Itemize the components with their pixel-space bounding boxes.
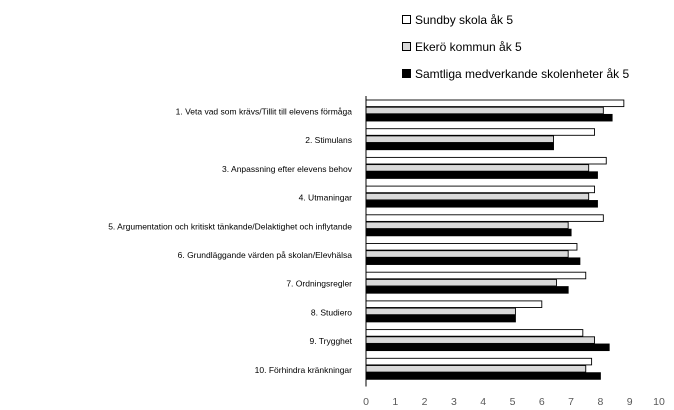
bar-s1-c3 xyxy=(365,156,607,165)
category-label: 4. Utmaningar xyxy=(299,193,353,203)
category-label: 5. Argumentation och kritiskt tänkande/D… xyxy=(108,221,352,231)
category-label: 8. Studiero xyxy=(311,307,352,317)
x-tick-label: 5 xyxy=(510,396,516,408)
bar-s2-c8 xyxy=(365,307,516,316)
legend-swatch xyxy=(402,15,411,24)
category-label: 1. Veta vad som krävs/Tillit till eleven… xyxy=(176,107,353,117)
category-label: 9. Trygghet xyxy=(309,336,352,346)
category-labels: 1. Veta vad som krävs/Tillit till eleven… xyxy=(108,107,353,375)
bar-s1-c6 xyxy=(365,243,578,251)
category-label: 6. Grundläggande värden på skolan/Elevhä… xyxy=(178,250,353,260)
bar-s2-c1 xyxy=(365,106,604,115)
category-label: 10. Förhindra kränkningar xyxy=(255,365,353,375)
bar-s3-c2 xyxy=(365,142,554,151)
bar-s2-c10 xyxy=(365,365,587,373)
x-tick-label: 6 xyxy=(539,396,545,408)
bar-s2-c2 xyxy=(365,135,554,143)
bars-group xyxy=(365,99,625,380)
bar-s2-c3 xyxy=(365,164,590,172)
bar-s2-c9 xyxy=(365,336,595,344)
bar-s1-c10 xyxy=(365,357,593,366)
bar-s1-c1 xyxy=(365,99,625,108)
x-tick-label: 2 xyxy=(422,396,428,408)
bar-s2-c7 xyxy=(365,278,557,287)
bar-s3-c6 xyxy=(365,257,581,265)
x-tick-label: 0 xyxy=(363,396,369,408)
bar-s1-c8 xyxy=(365,300,543,308)
bar-s1-c5 xyxy=(365,214,604,222)
bar-s3-c4 xyxy=(365,200,598,208)
legend-label: Ekerö kommun åk 5 xyxy=(415,39,522,54)
bar-s2-c4 xyxy=(365,192,590,201)
bar-s3-c8 xyxy=(365,314,516,323)
x-tick-label: 8 xyxy=(597,396,603,408)
legend-item: Sundby skola åk 5 xyxy=(402,6,629,33)
x-tick-label: 10 xyxy=(653,396,665,408)
bar-s1-c7 xyxy=(365,271,587,280)
bar-s3-c9 xyxy=(365,343,610,352)
bar-s2-c6 xyxy=(365,250,569,258)
bar-s1-c9 xyxy=(365,329,584,337)
bar-s3-c7 xyxy=(365,286,569,294)
x-tick-label: 1 xyxy=(392,396,398,408)
legend-swatch xyxy=(402,42,411,51)
bar-s3-c5 xyxy=(365,228,572,237)
x-tick-label: 7 xyxy=(568,396,574,408)
bar-s3-c3 xyxy=(365,171,598,179)
legend-label: Sundby skola åk 5 xyxy=(415,12,514,27)
legend-label: Samtliga medverkande skolenheter åk 5 xyxy=(415,66,630,81)
bar-s3-c10 xyxy=(365,372,601,380)
legend: Sundby skola åk 5 Ekerö kommun åk 5 Samtli… xyxy=(402,6,629,87)
category-label: 2. Stimulans xyxy=(305,135,352,145)
x-axis: 0 1 2 3 4 5 6 7 8 9 10 xyxy=(363,96,665,408)
bar-s1-c2 xyxy=(365,128,595,136)
bar-s2-c5 xyxy=(365,221,569,230)
category-label: 7. Ordningsregler xyxy=(286,279,352,289)
bar-s3-c1 xyxy=(365,113,613,122)
legend-item: Ekerö kommun åk 5 xyxy=(402,33,629,60)
category-label: 3. Anpassning efter elevens behov xyxy=(222,164,353,174)
legend-item: Samtliga medverkande skolenheter åk 5 xyxy=(402,60,629,87)
bar-s1-c4 xyxy=(365,185,595,194)
legend-swatch xyxy=(402,69,411,78)
x-tick-label: 9 xyxy=(627,396,633,408)
x-tick-label: 4 xyxy=(480,396,486,408)
x-tick-label: 3 xyxy=(451,396,457,408)
